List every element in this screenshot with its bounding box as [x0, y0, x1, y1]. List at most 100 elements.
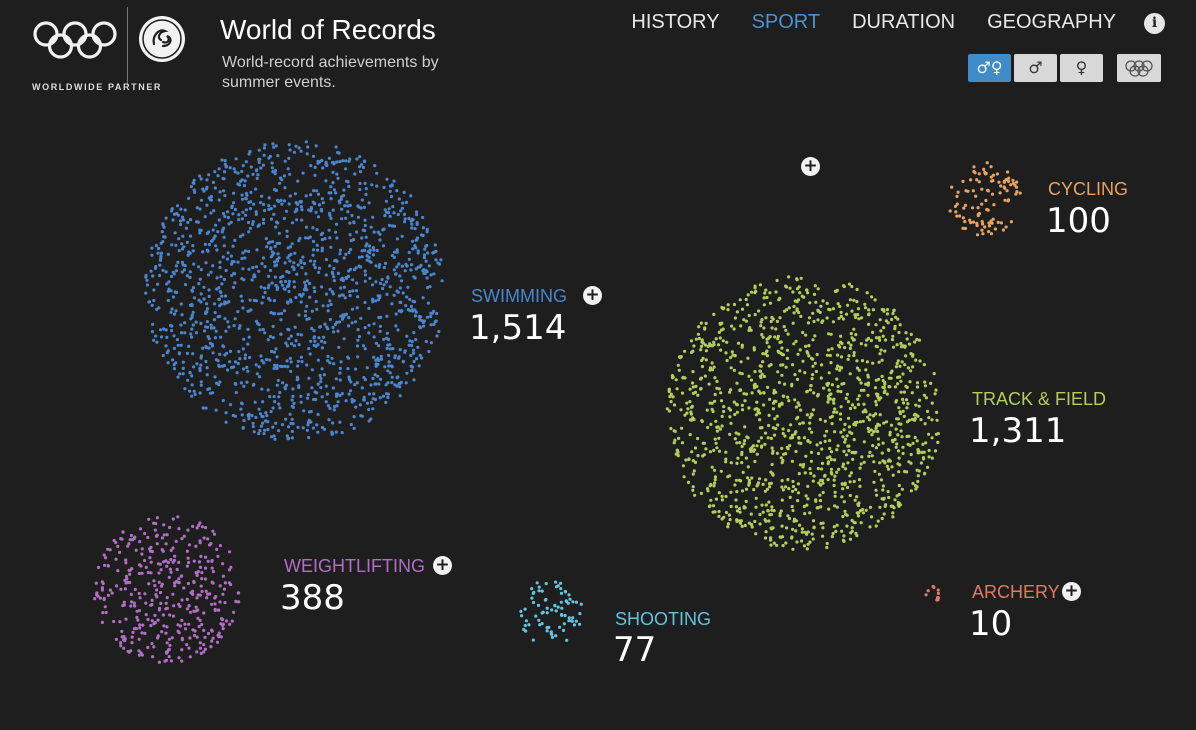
record-dot — [835, 410, 839, 414]
record-dot — [989, 219, 993, 223]
record-dot — [879, 329, 883, 333]
record-dot — [806, 291, 810, 295]
record-dot — [411, 247, 415, 251]
record-dot — [338, 366, 342, 370]
record-dot — [342, 188, 346, 192]
record-dot — [274, 421, 278, 425]
record-dot — [674, 378, 678, 382]
record-dot — [270, 435, 274, 439]
record-dot — [843, 346, 847, 350]
record-dot — [328, 406, 332, 410]
record-dot — [261, 295, 265, 299]
cycling-bubble[interactable] — [948, 161, 1022, 237]
record-dot — [360, 386, 364, 390]
record-dot — [316, 192, 321, 196]
record-dot — [194, 331, 199, 335]
record-dot — [701, 356, 705, 360]
record-dot — [886, 467, 891, 471]
record-dot — [866, 415, 870, 419]
record-dot — [753, 459, 757, 464]
plus-icon[interactable]: + — [801, 157, 820, 176]
record-dot — [273, 400, 277, 404]
record-dot — [257, 223, 261, 227]
record-dot — [771, 407, 776, 411]
nav-sport[interactable]: SPORT — [751, 11, 821, 33]
record-dot — [903, 363, 907, 367]
record-dot — [665, 407, 669, 411]
record-dot — [561, 628, 566, 633]
record-dot — [872, 429, 877, 433]
nav-geography[interactable]: GEOGRAPHY — [987, 11, 1116, 33]
record-dot — [268, 395, 272, 399]
olympic-rings-filter-button[interactable] — [1117, 54, 1161, 82]
record-dot — [332, 266, 336, 271]
record-dot — [761, 335, 765, 339]
record-dot — [190, 374, 194, 378]
record-dot — [199, 363, 203, 367]
record-dot — [816, 451, 821, 456]
archery-plus-icon[interactable]: + — [1062, 582, 1081, 601]
record-dot — [422, 253, 427, 257]
swimming-plus-icon[interactable]: + — [583, 286, 602, 305]
record-dot — [922, 393, 927, 397]
filter-women-button[interactable]: ♀ — [1060, 54, 1103, 82]
record-dot — [955, 194, 959, 198]
ge-logo — [139, 16, 185, 62]
record-dot — [168, 643, 172, 648]
record-dot — [134, 548, 138, 552]
record-dot — [167, 575, 171, 580]
record-dot — [690, 381, 695, 385]
weightlifting-plus-icon[interactable]: + — [433, 556, 452, 575]
nav-history[interactable]: HISTORY — [631, 11, 720, 33]
record-dot — [867, 312, 871, 316]
swimming-bubble[interactable] — [144, 140, 444, 441]
record-dot — [385, 177, 389, 181]
record-dot — [177, 656, 181, 660]
record-dot — [176, 260, 180, 264]
record-dot — [764, 519, 768, 523]
filter-men-button[interactable]: ♂ — [1014, 54, 1057, 82]
shooting-bubble[interactable] — [519, 580, 583, 642]
record-dot — [210, 629, 214, 633]
filter-all-genders-button[interactable]: ♂♀ — [968, 54, 1011, 82]
record-dot — [198, 539, 202, 543]
weightlifting-bubble[interactable] — [93, 515, 241, 664]
record-dot — [170, 207, 174, 211]
record-dot — [771, 472, 775, 476]
record-dot — [174, 264, 178, 268]
record-dot — [754, 496, 758, 500]
record-dot — [386, 343, 390, 347]
info-icon[interactable]: i — [1144, 13, 1165, 34]
record-dot — [152, 645, 156, 649]
record-dot — [839, 314, 843, 318]
record-dot — [832, 483, 836, 488]
record-dot — [212, 318, 217, 322]
nav-duration[interactable]: DURATION — [852, 11, 956, 33]
record-dot — [198, 231, 202, 235]
record-dot — [930, 418, 934, 422]
record-dot — [138, 540, 142, 544]
record-dot — [721, 339, 725, 343]
record-dot — [143, 558, 147, 563]
record-dot — [398, 300, 402, 304]
record-dot — [227, 325, 231, 329]
record-dot — [177, 577, 181, 581]
record-dot — [322, 427, 327, 431]
record-dot — [862, 402, 866, 406]
record-dot — [422, 324, 426, 328]
archery-bubble[interactable] — [924, 584, 941, 602]
record-dot — [230, 366, 234, 370]
track-field-bubble[interactable] — [665, 275, 940, 551]
record-dot — [125, 577, 129, 581]
record-dot — [734, 431, 738, 435]
record-dot — [845, 434, 849, 438]
record-dot — [717, 387, 721, 391]
record-dot — [315, 243, 319, 247]
record-dot — [732, 400, 736, 404]
record-dot — [341, 313, 345, 317]
record-dot — [422, 319, 426, 323]
record-dot — [190, 288, 194, 292]
record-dot — [703, 374, 708, 378]
record-dot — [161, 353, 165, 358]
record-dot — [185, 607, 189, 611]
